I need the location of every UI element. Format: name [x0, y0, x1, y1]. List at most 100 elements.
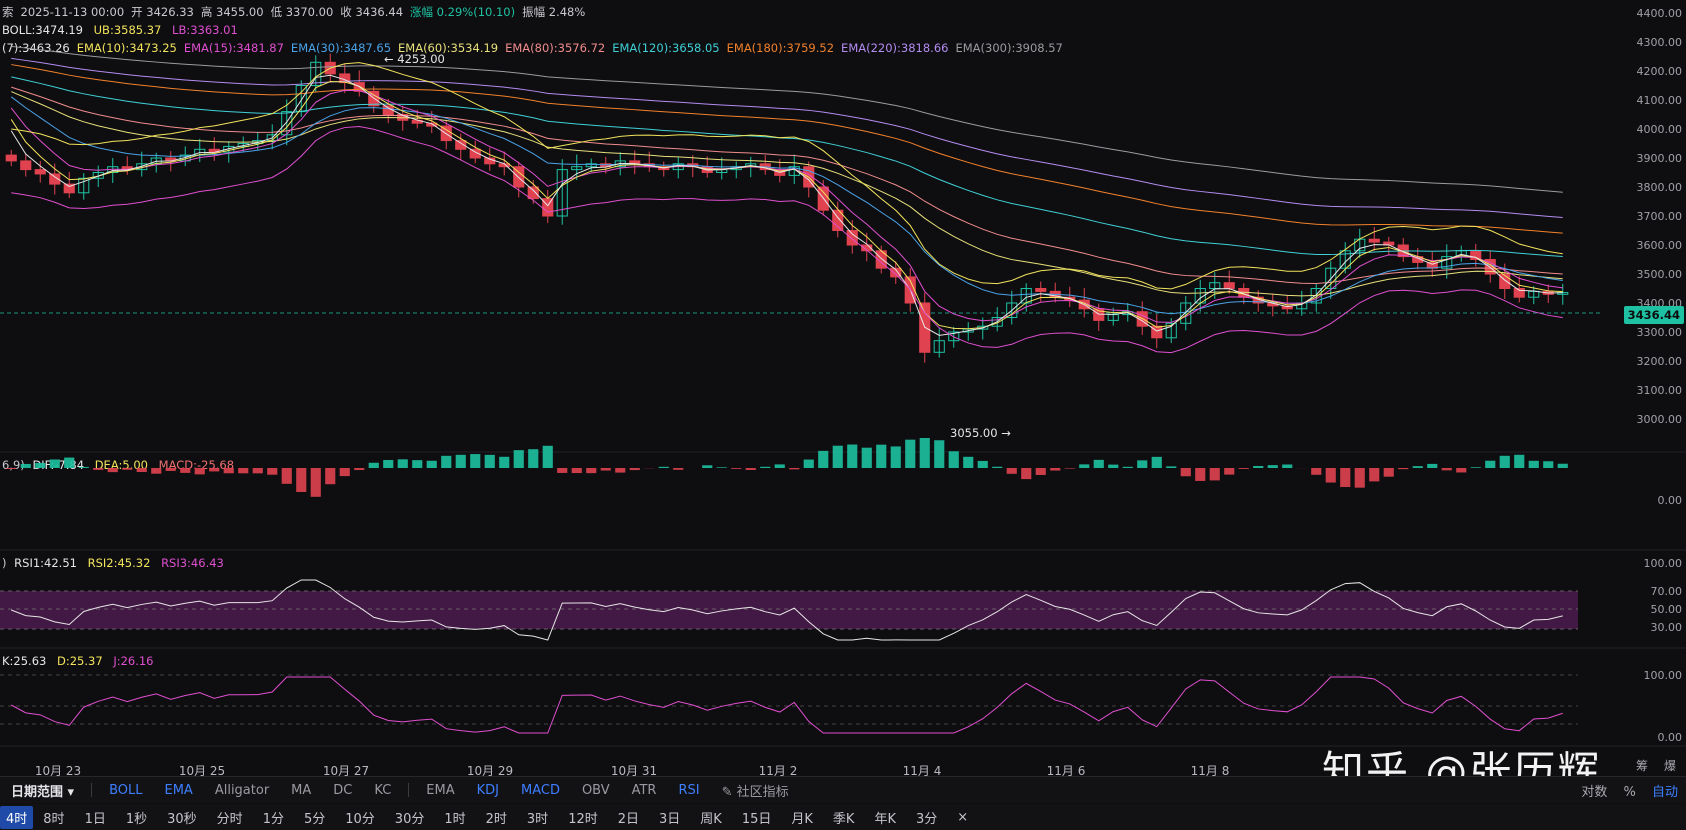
price-tick-label: 3900.00: [1636, 152, 1683, 165]
timeframe-10[interactable]: 1时: [444, 811, 466, 827]
auto-scale-toggle[interactable]: 自动: [1651, 785, 1678, 800]
candle-body: [469, 148, 481, 159]
timeframe-12[interactable]: 3时: [526, 811, 549, 827]
macd-bar: [977, 460, 988, 468]
rsi2-value: RSI2:45.32: [87, 556, 151, 570]
candle-body: [1513, 288, 1525, 298]
date-range-button[interactable]: 日期范围 ▾: [11, 784, 75, 800]
macd-bar: [1122, 466, 1133, 468]
timeframe-14[interactable]: 2日: [617, 811, 640, 827]
sub-indicator-rsi[interactable]: RSI: [678, 782, 700, 798]
candle-body: [1368, 238, 1380, 243]
candle-body: [92, 172, 104, 179]
macd-bar: [1050, 468, 1061, 471]
log-scale-toggle[interactable]: 对数: [1581, 785, 1608, 800]
timeframe-15[interactable]: 3日: [659, 811, 681, 827]
macd-bar: [136, 468, 147, 473]
candle-body: [266, 134, 278, 142]
rsi1-value: RSI1:42.51: [14, 556, 77, 570]
ema-legend-item: EMA(10):3473.25: [76, 41, 177, 55]
indicator-boll[interactable]: BOLL: [109, 782, 143, 798]
boll-upper: [11, 62, 1563, 290]
candle-body: [933, 340, 945, 353]
axis-options: 对数 % 自动: [1569, 781, 1678, 800]
candle-body: [1035, 288, 1047, 292]
timeframe-3[interactable]: 1秒: [125, 811, 148, 827]
indicator-ma[interactable]: MA: [291, 782, 312, 798]
candle-body: [861, 244, 873, 252]
macd-bar: [1166, 466, 1177, 468]
ohlc-field: 2025-11-13 00:00: [20, 5, 125, 19]
macd-bar: [702, 465, 713, 468]
liquidation-label[interactable]: 爆: [1664, 759, 1677, 773]
macd-bar: [1369, 468, 1380, 482]
rsi3-value: RSI3:46.43: [161, 556, 224, 570]
sub-indicator-kdj[interactable]: KDJ: [476, 782, 499, 798]
macd-bar: [1267, 465, 1278, 468]
ema-line: [11, 45, 1563, 193]
price-tick-label: 4200.00: [1636, 65, 1683, 78]
ohlc-field: 涨幅 0.29%(10.10): [410, 5, 516, 19]
macd-bar: [919, 438, 930, 468]
sub-indicator-ema[interactable]: EMA: [426, 782, 455, 798]
timeframe-19[interactable]: 季K: [832, 811, 855, 827]
timeframe-21[interactable]: 3分: [915, 811, 938, 827]
macd-bar: [499, 456, 510, 468]
macd-bar: [1137, 460, 1148, 468]
indicator-alligator[interactable]: Alligator: [214, 782, 270, 798]
candle-body: [1557, 292, 1569, 295]
timeframe-0[interactable]: 4时: [0, 805, 34, 829]
timeframe-2[interactable]: 1日: [84, 811, 106, 827]
candle-body: [890, 267, 902, 278]
ema-legend-item: EMA(80):3576.72: [505, 41, 606, 55]
timeframe-18[interactable]: 月K: [791, 811, 813, 827]
timeframe-1[interactable]: 8时: [43, 811, 65, 827]
high-annotation: ← 4253.00: [384, 52, 445, 66]
candle-body: [527, 186, 539, 200]
macd-bar: [1035, 468, 1046, 475]
time-tick-label: 10月 27: [322, 764, 370, 778]
macd-bar: [64, 457, 75, 468]
macd-bar: [1325, 468, 1336, 483]
candle-body: [948, 331, 960, 342]
timeframe-16[interactable]: 周K: [700, 811, 722, 827]
timeframe-6[interactable]: 1分: [262, 811, 284, 827]
percent-scale-toggle[interactable]: %: [1623, 785, 1636, 800]
indicator-kc[interactable]: KC: [374, 782, 392, 798]
rsi-axis-100: 100.00: [1643, 557, 1683, 570]
timeframe-13[interactable]: 12时: [568, 811, 598, 827]
candle-body: [1165, 322, 1177, 339]
candle-body: [585, 163, 597, 168]
timeframe-20[interactable]: 年K: [874, 811, 896, 827]
indicator-ema[interactable]: EMA: [164, 782, 193, 798]
candle-body: [1441, 256, 1453, 269]
candle-body: [1470, 250, 1482, 261]
timeframe-11[interactable]: 2时: [485, 811, 507, 827]
macd-bar: [876, 444, 887, 468]
timeframe-22[interactable]: ×: [957, 809, 969, 825]
sub-indicator-obv[interactable]: OBV: [581, 782, 610, 798]
timeframe-7[interactable]: 5分: [303, 811, 326, 827]
macd-bar: [1441, 468, 1452, 471]
sub-indicator-macd[interactable]: MACD: [520, 782, 560, 798]
timeframe-5[interactable]: 分时: [216, 811, 243, 827]
chips-label[interactable]: 筹: [1636, 759, 1649, 773]
macd-bar: [1195, 468, 1206, 481]
timeframe-9[interactable]: 30分: [394, 811, 425, 827]
community-indicators-button[interactable]: ✎ 社区指标: [721, 784, 789, 800]
timeframe-17[interactable]: 15日: [741, 811, 772, 827]
macd-bar: [1470, 467, 1481, 468]
macd-bar: [1485, 460, 1496, 468]
candlestick-chart[interactable]: [0, 0, 1686, 776]
timeframe-8[interactable]: 10分: [345, 811, 375, 827]
macd-bar: [1543, 461, 1554, 468]
time-tick-label: 10月 23: [34, 764, 82, 778]
timeframe-4[interactable]: 30秒: [167, 811, 197, 827]
macd-bar: [1557, 463, 1568, 468]
sub-indicator-atr[interactable]: ATR: [631, 782, 657, 798]
indicator-dc[interactable]: DC: [333, 782, 353, 798]
macd-bar: [325, 468, 336, 485]
macd-bar: [93, 468, 104, 470]
time-tick-label: 11月 8: [1190, 764, 1230, 778]
kdj-legend: K:25.63 D:25.37 J:26.16: [2, 654, 161, 668]
